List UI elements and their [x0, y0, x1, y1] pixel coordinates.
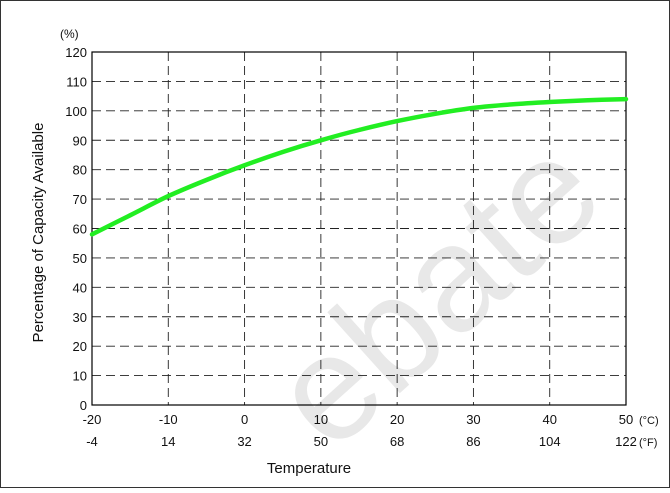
y-tick-label: 60	[73, 222, 87, 237]
x-tick-label-fahrenheit: -4	[86, 434, 98, 449]
x-tick-label-celsius: 0	[241, 412, 248, 427]
x-tick-label-fahrenheit: 104	[539, 434, 561, 449]
y-tick-label: 50	[73, 251, 87, 266]
x-tick-label-celsius: 50	[619, 412, 633, 427]
y-tick-label: 30	[73, 310, 87, 325]
y-tick-label: 110	[66, 74, 87, 89]
y-tick-label: 20	[73, 339, 87, 354]
x-tick-label-celsius: 40	[542, 412, 556, 427]
x-tick-label-fahrenheit: 32	[237, 434, 251, 449]
x-tick-label-fahrenheit: 14	[161, 434, 175, 449]
x-tick-label-fahrenheit: 68	[390, 434, 404, 449]
x-axis-unit-celsius: (°C)	[639, 415, 659, 427]
plot-area-border	[91, 51, 627, 406]
capacity-curve	[89, 96, 629, 237]
x-tick-label-celsius: 20	[390, 412, 404, 427]
y-tick-label: 40	[73, 280, 87, 295]
x-tick-label-celsius: 30	[466, 412, 480, 427]
x-axis-unit-fahrenheit: (°F)	[639, 437, 657, 449]
x-tick-label-celsius: -10	[159, 412, 178, 427]
y-axis-unit: (%)	[60, 27, 79, 41]
x-tick-label-fahrenheit: 122	[615, 434, 637, 449]
x-tick-label-fahrenheit: 50	[314, 434, 328, 449]
y-tick-label: 100	[65, 104, 87, 119]
y-tick-label: 10	[73, 369, 87, 384]
y-tick-label: 70	[73, 192, 87, 207]
x-tick-label-celsius: -20	[83, 412, 102, 427]
y-tick-label: 80	[73, 163, 87, 178]
x-tick-label-fahrenheit: 86	[466, 434, 480, 449]
y-axis-label: Percentage of Capacity Available	[30, 123, 47, 343]
x-tick-label-celsius: 10	[314, 412, 328, 427]
y-tick-label: 120	[65, 45, 87, 60]
y-tick-label: 90	[73, 133, 87, 148]
x-axis-label: Temperature	[267, 460, 351, 477]
y-tick-label: 0	[80, 398, 87, 413]
